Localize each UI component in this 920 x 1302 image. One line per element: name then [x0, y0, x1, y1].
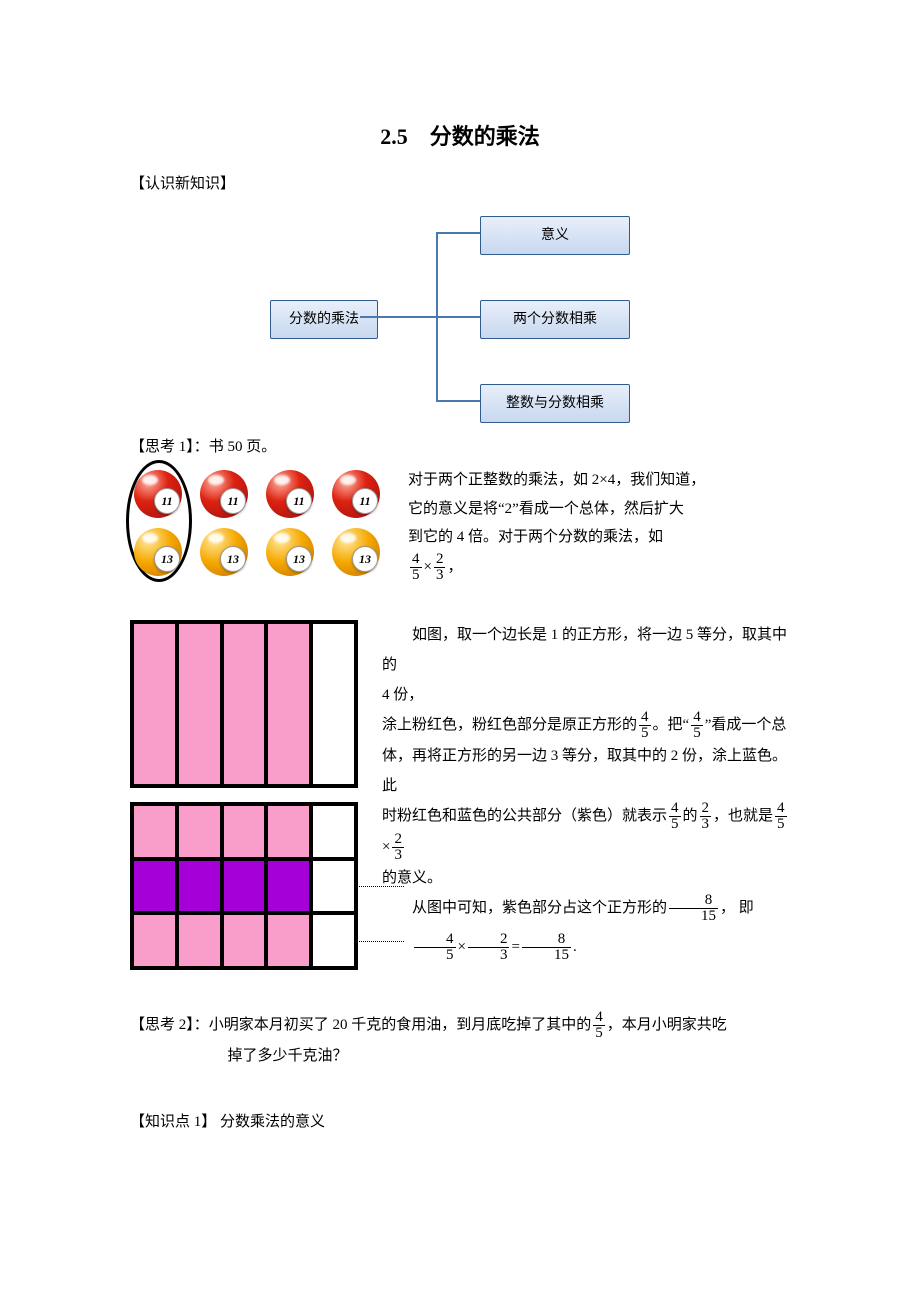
- flow-leaf-int-fraction: 整数与分数相乘: [480, 384, 630, 423]
- fraction: 23: [392, 832, 404, 863]
- fraction: 23: [434, 552, 446, 583]
- grid-cell: [222, 804, 267, 859]
- para: 如图，取一个边长是 1 的正方形，将一边 5 等分，取其中的: [382, 620, 790, 680]
- text: ，: [447, 558, 462, 574]
- ball-number: 13: [286, 546, 312, 572]
- grid-cell: [132, 913, 177, 968]
- page: 2.5 分数的乘法 【认识新知识】 分数的乘法 意义 两个分数相乘 整数与分数相…: [0, 0, 920, 1222]
- para: 体，再将正方形的另一边 3 等分，取其中的 2 份，涂上蓝色。此: [382, 741, 790, 801]
- grid-cell: [177, 913, 222, 968]
- fraction: 815: [669, 893, 718, 924]
- think2: 【思考 2】：小明家本月初买了 20 千克的食用油，到月底吃掉了其中的45，本月…: [130, 1010, 790, 1071]
- ball-red: 11: [266, 470, 314, 518]
- grid-cell: [311, 622, 356, 786]
- para: 涂上粉红色，粉红色部分是原正方形的45。把“45”看成一个总: [382, 710, 790, 741]
- flow-connector: [360, 316, 436, 318]
- section-recognize: 【认识新知识】: [130, 173, 790, 196]
- grid-cell: [266, 622, 311, 786]
- para: 4 份，: [382, 680, 790, 710]
- fraction: 45: [410, 552, 422, 583]
- grid-cell: [266, 804, 311, 859]
- flow-diagram: 分数的乘法 意义 两个分数相乘 整数与分数相乘: [130, 206, 790, 426]
- flow-root: 分数的乘法: [270, 300, 378, 339]
- fraction: 45: [639, 710, 651, 741]
- grid-cell: [132, 622, 177, 786]
- flow-branch-1: [436, 232, 480, 234]
- ball-number: 13: [220, 546, 246, 572]
- fraction: 23: [468, 932, 510, 963]
- flow-leaf-two-fractions: 两个分数相乘: [480, 300, 630, 339]
- balls-example: 11 11 11 11 13 13 13 13 对于两个正整数的乘法，如 2×4…: [130, 466, 790, 590]
- grid-cell: [311, 913, 356, 968]
- grid-cell: [311, 859, 356, 914]
- ball-red: 11: [332, 470, 380, 518]
- balls-row-red: 11 11 11 11: [134, 470, 380, 518]
- grid-cell: [222, 859, 267, 914]
- grids-column: [130, 620, 358, 970]
- grid-cell: [311, 804, 356, 859]
- ball-number: 13: [154, 546, 180, 572]
- text: 到它的 4 倍。对于两个分数的乘法，如: [408, 529, 663, 545]
- page-title: 2.5 分数的乘法: [130, 120, 790, 153]
- ball-red: 11: [134, 470, 182, 518]
- ball-yellow: 13: [200, 528, 248, 576]
- ball-number: 11: [154, 488, 180, 514]
- grid-example: 如图，取一个边长是 1 的正方形，将一边 5 等分，取其中的 4 份， 涂上粉红…: [130, 620, 790, 970]
- ball-number: 11: [220, 488, 246, 514]
- fraction: 45: [593, 1010, 605, 1041]
- para: 的意义。: [382, 863, 790, 893]
- think2-label: 【思考 2】：小明家本月初买了 20 千克的食用油，到月底吃掉了其中的: [130, 1017, 591, 1033]
- grid-cell: [177, 622, 222, 786]
- grid-cell: [177, 804, 222, 859]
- flow-branch-3: [436, 400, 480, 402]
- grid-cell: [132, 859, 177, 914]
- balls-grid: 11 11 11 11 13 13 13 13: [130, 466, 384, 590]
- fraction: 815: [522, 932, 571, 963]
- fraction: 45: [775, 801, 787, 832]
- grid-cell: [132, 804, 177, 859]
- ball-number: 13: [352, 546, 378, 572]
- fraction: 45: [691, 710, 703, 741]
- grid-square-1: [130, 620, 358, 788]
- fraction: 45: [414, 932, 456, 963]
- balls-row-yellow: 13 13 13 13: [134, 528, 380, 576]
- text: 对于两个正整数的乘法，如 2×4，我们知道，: [408, 472, 705, 488]
- para: 时粉红色和蓝色的公共部分（紫色）就表示45的23，也就是45×23: [382, 801, 790, 863]
- knowledge-point-1: 【知识点 1】 分数乘法的意义: [130, 1111, 790, 1134]
- grid-text: 如图，取一个边长是 1 的正方形，将一边 5 等分，取其中的 4 份， 涂上粉红…: [382, 620, 790, 970]
- ball-number: 11: [286, 488, 312, 514]
- grid-square-2: [130, 802, 358, 970]
- think1-label: 【思考 1】：书 50 页。: [130, 436, 790, 459]
- fraction: 45: [669, 801, 681, 832]
- think2-line2: 掉了多少千克油？: [130, 1041, 790, 1071]
- grid-cell: [222, 913, 267, 968]
- times-sign: ×: [424, 558, 432, 574]
- grid-cell: [222, 622, 267, 786]
- grid-cell: [177, 859, 222, 914]
- flow-leaf-meaning: 意义: [480, 216, 630, 255]
- balls-text: 对于两个正整数的乘法，如 2×4，我们知道， 它的意义是将“2”看成一个总体，然…: [408, 466, 790, 583]
- ball-red: 11: [200, 470, 248, 518]
- para: 从图中可知，紫色部分占这个正方形的815， 即: [382, 893, 790, 924]
- grid-cell: [266, 913, 311, 968]
- text: 它的意义是将“2”看成一个总体，然后扩大: [408, 501, 684, 517]
- flow-branch-2: [436, 316, 480, 318]
- fraction: 23: [700, 801, 712, 832]
- grid-cell: [266, 859, 311, 914]
- equation: 45×23=815.: [382, 932, 790, 963]
- text: ，本月小明家共吃: [607, 1017, 727, 1033]
- ball-yellow: 13: [134, 528, 182, 576]
- ball-yellow: 13: [332, 528, 380, 576]
- ball-yellow: 13: [266, 528, 314, 576]
- ball-number: 11: [352, 488, 378, 514]
